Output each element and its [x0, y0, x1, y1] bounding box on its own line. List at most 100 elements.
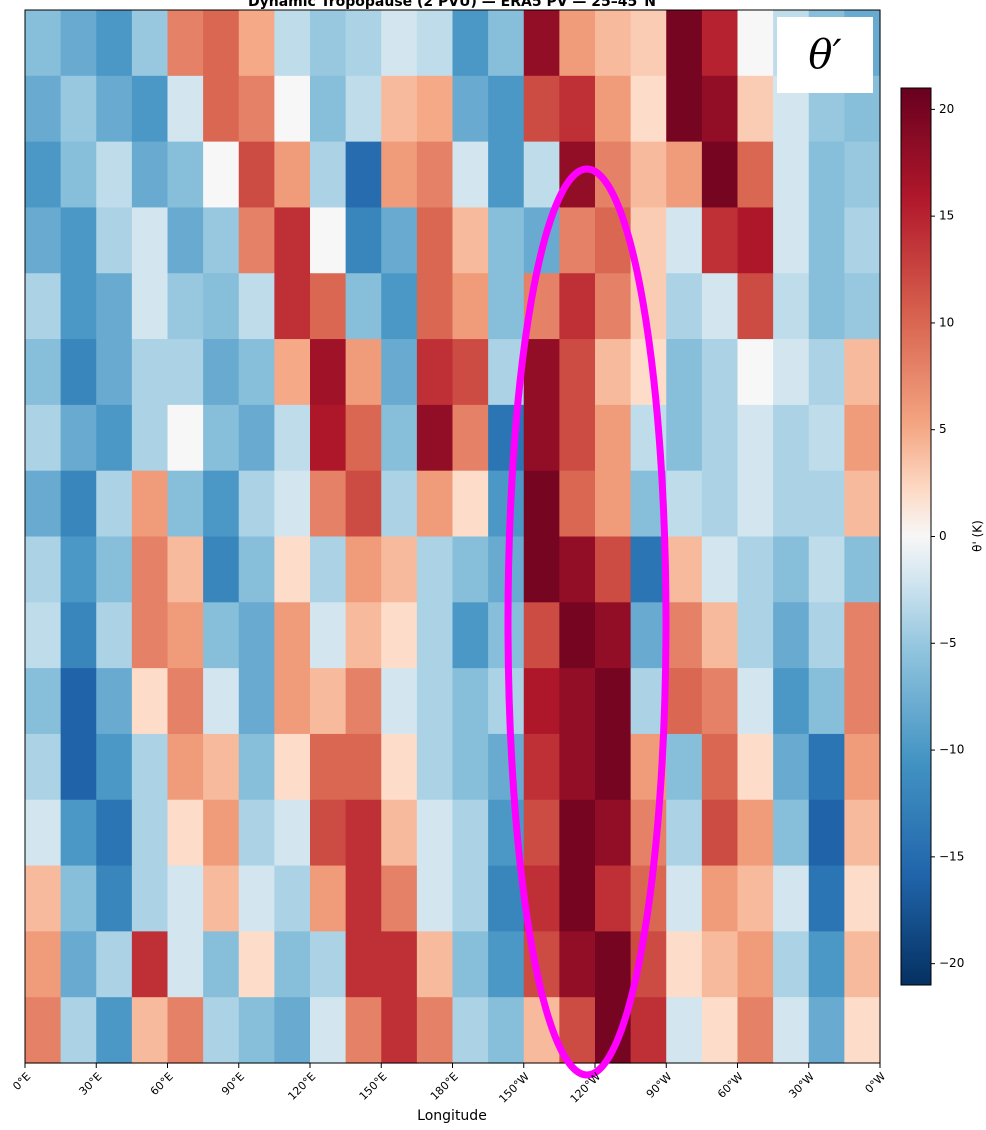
cell	[595, 536, 632, 603]
cell	[523, 602, 560, 669]
cell	[310, 75, 347, 143]
cell	[274, 602, 311, 669]
cell	[381, 470, 418, 538]
x-tick-label: 60°W	[715, 1070, 746, 1101]
chart-title: Dynamic Tropopause (2 PVU) — ERA5 PV — 2…	[248, 0, 656, 10]
cell	[559, 799, 596, 867]
cell	[559, 668, 596, 735]
cell	[274, 865, 311, 932]
cell	[203, 536, 240, 603]
cell	[666, 470, 703, 538]
cell	[523, 470, 560, 538]
cell	[701, 75, 739, 143]
cell	[310, 865, 347, 932]
cell	[60, 75, 97, 143]
cell	[238, 865, 275, 932]
cell	[345, 931, 382, 998]
cell	[167, 997, 204, 1064]
cell	[381, 799, 418, 867]
cell	[559, 404, 596, 472]
cell	[25, 931, 62, 998]
cell	[274, 339, 311, 406]
cell	[203, 273, 240, 340]
cell	[737, 470, 774, 538]
cell	[773, 536, 810, 603]
cell	[844, 404, 881, 472]
cell	[345, 75, 382, 143]
cell	[559, 207, 596, 274]
x-axis-label: Longitude	[417, 1108, 487, 1124]
cell	[238, 207, 275, 274]
cell	[701, 733, 739, 801]
cell	[737, 207, 774, 274]
cell	[203, 733, 240, 801]
cell	[523, 799, 560, 867]
cell	[808, 536, 845, 603]
cell	[238, 470, 275, 538]
cell	[96, 931, 133, 998]
cell	[131, 931, 169, 998]
cell	[737, 10, 774, 77]
cell	[131, 339, 169, 406]
cell	[773, 668, 810, 735]
cell	[60, 339, 97, 406]
cell	[737, 404, 774, 472]
cell	[96, 273, 133, 340]
cell	[416, 931, 454, 998]
cell	[808, 997, 845, 1064]
cell	[773, 339, 810, 406]
cell	[310, 799, 347, 867]
cell	[416, 536, 454, 603]
x-tick-label: 0°W	[863, 1070, 889, 1096]
cell	[274, 207, 311, 274]
cell	[452, 339, 489, 406]
cell	[773, 470, 810, 538]
cell	[274, 75, 311, 143]
cell	[60, 668, 97, 735]
annotation-box	[777, 17, 873, 93]
cell	[666, 865, 703, 932]
cell	[773, 799, 810, 867]
cell	[25, 75, 62, 143]
cell	[60, 273, 97, 340]
cell	[416, 339, 454, 406]
cell	[452, 536, 489, 603]
cell	[452, 75, 489, 143]
cell	[773, 404, 810, 472]
cell	[844, 997, 881, 1064]
cell	[452, 799, 489, 867]
cell	[25, 733, 62, 801]
cell	[452, 602, 489, 669]
cell	[131, 997, 169, 1064]
cell	[666, 75, 703, 143]
cell	[595, 404, 632, 472]
cell	[167, 733, 204, 801]
cell	[203, 602, 240, 669]
cell	[131, 602, 169, 669]
cell	[488, 207, 525, 274]
colorbar-tick-label: −15	[939, 849, 964, 863]
cell	[167, 799, 204, 867]
cell	[416, 404, 454, 472]
cell	[345, 273, 382, 340]
colorbar-tick-label: −20	[939, 956, 964, 970]
cell	[701, 207, 739, 274]
cell	[60, 602, 97, 669]
cell	[666, 733, 703, 801]
cell	[131, 10, 169, 77]
cell	[60, 997, 97, 1064]
cell	[559, 865, 596, 932]
cell	[416, 799, 454, 867]
cell	[25, 997, 62, 1064]
cell	[345, 536, 382, 603]
cell	[60, 404, 97, 472]
cell	[238, 931, 275, 998]
cell	[666, 404, 703, 472]
cell	[310, 141, 347, 209]
cell	[773, 273, 810, 340]
cell	[25, 339, 62, 406]
cell	[203, 10, 240, 77]
cell	[310, 273, 347, 340]
cell	[238, 799, 275, 867]
